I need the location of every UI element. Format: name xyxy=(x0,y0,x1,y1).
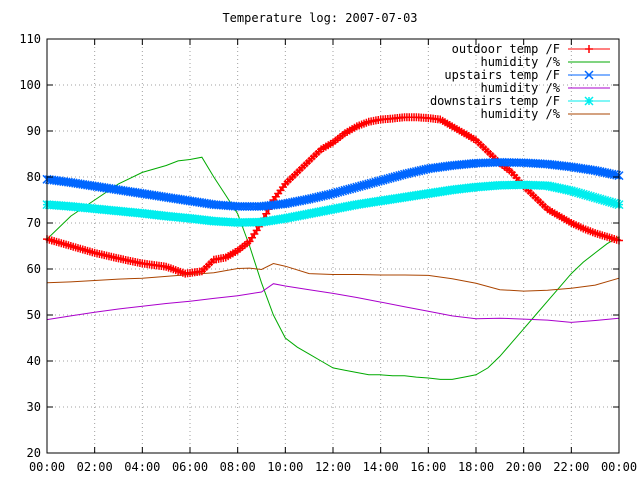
x-tick-label: 22:00 xyxy=(553,460,589,474)
x-tick-label: 12:00 xyxy=(315,460,351,474)
legend-marker xyxy=(584,70,594,80)
x-tick-label: 04:00 xyxy=(124,460,160,474)
series-4 xyxy=(42,180,624,228)
series-3 xyxy=(46,283,620,323)
y-tick-label: 100 xyxy=(19,78,41,92)
series-line xyxy=(46,283,620,323)
y-tick-label: 40 xyxy=(27,354,41,368)
series-line xyxy=(46,262,620,292)
x-tick-label: 06:00 xyxy=(172,460,208,474)
legend-label: outdoor temp /F xyxy=(452,42,560,56)
y-tick-label: 30 xyxy=(27,400,41,414)
series-line xyxy=(46,156,620,380)
x-tick-label: 00:00 xyxy=(601,460,637,474)
y-tick-label: 70 xyxy=(27,216,41,230)
y-tick-label: 80 xyxy=(27,170,41,184)
series-0 xyxy=(43,113,623,278)
x-tick-label: 16:00 xyxy=(410,460,446,474)
legend-label: humidity /% xyxy=(481,107,561,121)
legend-marker xyxy=(585,45,593,53)
y-tick-label: 110 xyxy=(19,32,41,46)
legend-label: humidity /% xyxy=(481,81,561,95)
legend-label: humidity /% xyxy=(481,55,561,69)
x-tick-label: 18:00 xyxy=(458,460,494,474)
chart-title: Temperature log: 2007-07-03 xyxy=(222,11,417,25)
legend-label: downstairs temp /F xyxy=(430,94,560,108)
x-tick-label: 14:00 xyxy=(363,460,399,474)
y-tick-label: 20 xyxy=(27,446,41,460)
x-tick-label: 02:00 xyxy=(77,460,113,474)
series-layer xyxy=(42,113,624,380)
series-1 xyxy=(46,156,620,380)
axis-ticks: 20 30 40 50 60 70 80 90 100 110 00:00 02:00 04:00 06:… xyxy=(19,32,637,474)
x-tick-label: 20:00 xyxy=(506,460,542,474)
x-tick-label: 00:00 xyxy=(29,460,65,474)
legend-label: upstairs temp /F xyxy=(444,68,560,82)
x-tick-label: 10:00 xyxy=(267,460,303,474)
y-tick-label: 60 xyxy=(27,262,41,276)
y-tick-label: 50 xyxy=(27,308,41,322)
legend-marker xyxy=(584,96,594,106)
y-tick-label: 90 xyxy=(27,124,41,138)
x-tick-label: 08:00 xyxy=(220,460,256,474)
series-5 xyxy=(46,262,620,292)
grid-lines xyxy=(47,39,619,453)
